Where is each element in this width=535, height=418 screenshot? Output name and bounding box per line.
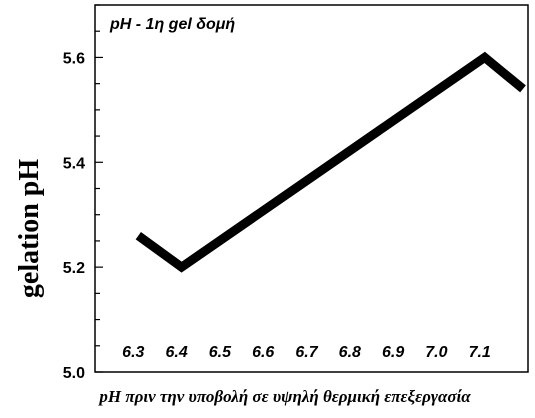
y-tick-label: 5.4 bbox=[63, 155, 85, 172]
x-tick-label: 7.0 bbox=[425, 344, 447, 361]
x-tick-label: 6.4 bbox=[165, 344, 187, 361]
series-line bbox=[135, 51, 526, 273]
plot-frame bbox=[94, 4, 529, 373]
x-tick-label: 6.5 bbox=[209, 344, 232, 361]
x-axis-label: pH πριν την υποβολή σε υψηλή θερμική επε… bbox=[97, 387, 471, 406]
x-tick-label: 7.1 bbox=[469, 344, 491, 361]
y-axis-label: gelation pH bbox=[14, 159, 45, 298]
x-tick-label: 6.6 bbox=[252, 344, 274, 361]
x-tick-label: 6.8 bbox=[339, 344, 361, 361]
x-tick-label: 6.3 bbox=[122, 344, 144, 361]
chart-title: pH - 1η gel δομή bbox=[109, 16, 235, 33]
y-axis-tick-labels: 5.0 5.2 5.4 5.6 bbox=[63, 50, 85, 382]
x-tick-label: 6.7 bbox=[295, 344, 318, 361]
y-tick-label: 5.2 bbox=[63, 260, 85, 277]
x-axis-tick-labels: 6.3 6.4 6.5 6.6 6.7 6.8 6.9 7.0 7.1 bbox=[122, 344, 491, 361]
y-tick-label: 5.0 bbox=[63, 365, 85, 382]
x-tick-label: 6.9 bbox=[382, 344, 404, 361]
y-axis-ticks bbox=[95, 4, 103, 373]
y-tick-label: 5.6 bbox=[63, 50, 85, 67]
